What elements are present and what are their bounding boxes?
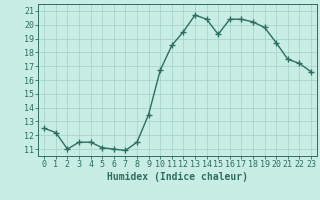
X-axis label: Humidex (Indice chaleur): Humidex (Indice chaleur) <box>107 172 248 182</box>
